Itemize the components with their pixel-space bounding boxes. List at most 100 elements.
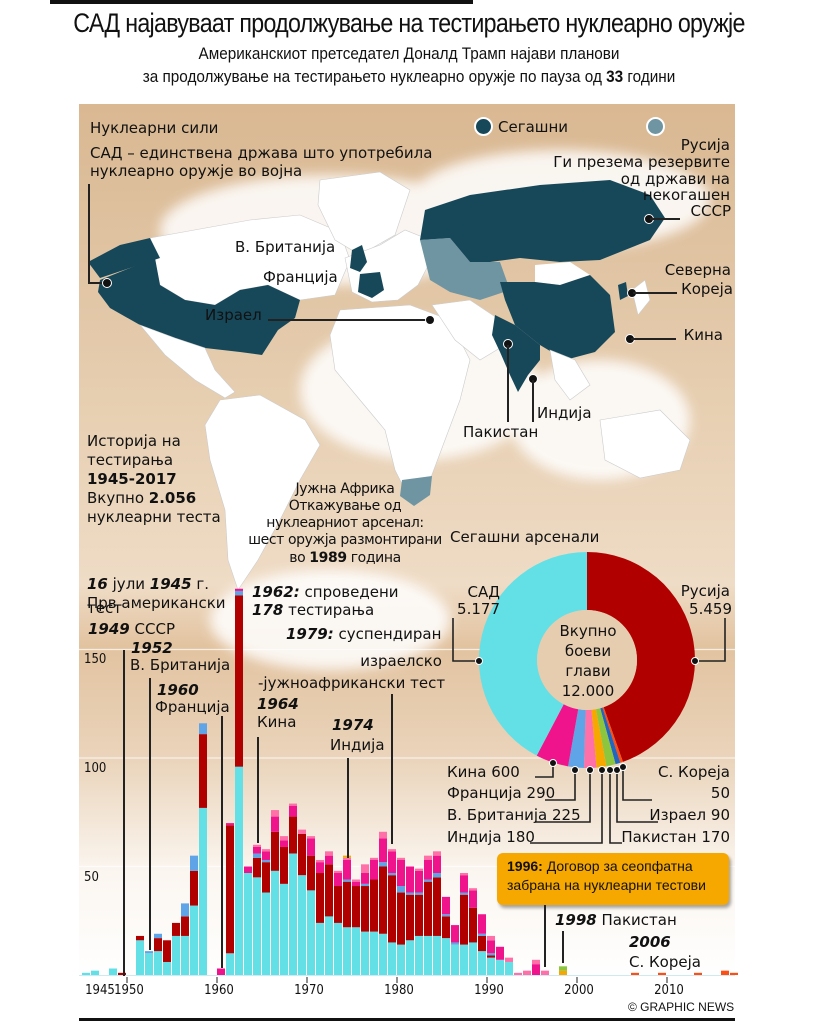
ctbt-line2: забрана на нуклеарни тестови bbox=[507, 877, 706, 893]
bar-1957-СССР bbox=[190, 870, 198, 906]
bar-1958-СССР bbox=[199, 734, 207, 808]
bar-1973-СССР bbox=[334, 886, 342, 923]
subtitle-years: 33 bbox=[606, 67, 624, 86]
donut-marker bbox=[606, 766, 614, 774]
donut-slice-САД bbox=[479, 552, 587, 756]
bar-1982-Кина bbox=[415, 868, 423, 871]
bar-2017-С. Кореја bbox=[730, 972, 738, 975]
bar-1972-САД bbox=[325, 916, 333, 975]
bar-1974-В. Британија bbox=[343, 879, 351, 882]
south-africa-line2: нуклеарниот арсенал: bbox=[266, 515, 424, 531]
bar-1987-СССР bbox=[460, 894, 468, 945]
donut-marker bbox=[475, 657, 483, 665]
france-label: Франција bbox=[263, 268, 338, 286]
ann-text: суспендиран bbox=[333, 625, 442, 643]
bar-1973-САД bbox=[334, 922, 342, 975]
bar-1998-Пакистан bbox=[559, 966, 567, 971]
annotation-1960-text: Франција bbox=[155, 698, 230, 716]
north-korea-label-1: Северна bbox=[664, 261, 731, 279]
usa-marker bbox=[102, 278, 112, 288]
bar-1993-Кина bbox=[514, 972, 522, 975]
south-america bbox=[204, 394, 321, 591]
bar-1975-Кина bbox=[352, 879, 360, 882]
bar-1968-Кина bbox=[289, 803, 297, 806]
x-tick-label-1980: 1980 bbox=[384, 983, 414, 998]
donut-marker bbox=[586, 766, 594, 774]
donut-uk: В. Британија 225 bbox=[447, 807, 581, 824]
bar-1962-САД bbox=[235, 766, 243, 975]
bar-1970-Франција bbox=[307, 838, 315, 856]
bar-1971-Кина bbox=[316, 859, 324, 863]
leader-1949 bbox=[123, 650, 125, 976]
slice-value: 600 bbox=[491, 763, 520, 781]
annotation-1979-line3: -јужноафрикански тест bbox=[258, 674, 446, 692]
bar-1964-Кина bbox=[253, 844, 261, 847]
bar-1954-САД bbox=[163, 961, 171, 975]
sa-text: година bbox=[346, 550, 401, 566]
donut-center-4: 12.000 bbox=[561, 682, 615, 700]
bar-1976-СССР bbox=[361, 886, 369, 932]
slice-name: Франција bbox=[447, 784, 522, 802]
bar-1975-САД bbox=[352, 927, 360, 975]
annotation-1974-text: Индија bbox=[330, 736, 385, 754]
russia-note-2: од држави на bbox=[620, 170, 730, 188]
bar-1951-САД bbox=[136, 940, 144, 975]
slice-value: 225 bbox=[552, 806, 581, 824]
bar-1970-САД bbox=[307, 890, 315, 975]
donut-north-korea-name: С. Кореја bbox=[658, 763, 730, 781]
bar-2016-С. Кореја bbox=[721, 970, 729, 975]
bar-1981-САД bbox=[406, 940, 414, 975]
top-rule bbox=[50, 0, 473, 4]
donut-slice-С. Кореја bbox=[602, 707, 623, 763]
bar-1956-САД bbox=[181, 935, 189, 975]
bar-1962-СССР bbox=[235, 595, 243, 767]
bar-1983-СССР bbox=[424, 881, 432, 936]
bar-1980-Кина bbox=[397, 857, 405, 860]
pakistan-leader-line bbox=[507, 345, 509, 422]
bar-1953-САД bbox=[154, 951, 162, 975]
ann-bold: 1962: bbox=[252, 583, 300, 601]
bar-1985-В. Британија bbox=[442, 914, 450, 917]
bar-1960-Франција bbox=[217, 968, 225, 975]
leader-israel bbox=[616, 770, 658, 823]
australia bbox=[599, 409, 691, 479]
bar-1982-САД bbox=[415, 935, 423, 975]
bar-1980-САД bbox=[397, 944, 405, 975]
ann-text: спроведени bbox=[299, 583, 399, 601]
bar-1979-Кина bbox=[388, 849, 396, 852]
pakistan-label: Пакистан bbox=[463, 423, 539, 441]
bar-1968-Франција bbox=[289, 805, 297, 817]
bar-2009-С. Кореја bbox=[658, 972, 666, 975]
bar-1953-СССР bbox=[154, 938, 162, 952]
bar-1975-Франција bbox=[352, 881, 360, 887]
bar-1967-СССР bbox=[280, 846, 288, 884]
bar-1978-Кина bbox=[379, 831, 387, 839]
bar-1972-СССР bbox=[325, 864, 333, 917]
bar-1984-САД bbox=[433, 935, 441, 975]
x-tick-label-2000: 2000 bbox=[564, 983, 594, 998]
map-heading: Нуклеарни сили bbox=[90, 119, 219, 137]
ann-bold: 1945 bbox=[149, 575, 192, 593]
bar-1995-Франција bbox=[532, 964, 540, 975]
bar-1975-СССР bbox=[352, 886, 360, 928]
donut-center-3: глави bbox=[565, 662, 611, 680]
bar-1969-САД bbox=[298, 875, 306, 975]
bar-1989-В. Британија bbox=[478, 933, 486, 936]
north-korea-label-2: Кореја bbox=[681, 280, 733, 298]
bar-1980-Франција bbox=[397, 859, 405, 887]
ann-text: тестирања bbox=[283, 601, 375, 619]
bar-1987-Кина bbox=[460, 873, 468, 876]
south-africa-title: Јужна Африка bbox=[295, 481, 395, 497]
israel-marker bbox=[425, 315, 435, 325]
bar-1988-Франција bbox=[469, 890, 477, 908]
russia-note-1: Ги презема резервите bbox=[553, 153, 730, 171]
russia-shape bbox=[420, 180, 665, 262]
usa-note-line2: нуклеарно оружје во војна bbox=[90, 162, 303, 180]
x-tick-label-1990: 1990 bbox=[474, 983, 504, 998]
bar-1988-СССР bbox=[469, 907, 477, 943]
china-leader-line bbox=[631, 338, 676, 340]
bar-1969-Кина bbox=[298, 829, 306, 834]
bar-1990-СССР bbox=[487, 955, 495, 958]
leader-1964 bbox=[257, 737, 259, 843]
bar-1949-СССР bbox=[118, 972, 126, 975]
